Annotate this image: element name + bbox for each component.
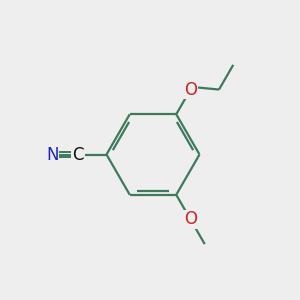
Text: C: C — [72, 146, 84, 164]
Text: O: O — [184, 80, 197, 98]
Text: O: O — [184, 211, 197, 229]
Text: N: N — [46, 146, 59, 164]
